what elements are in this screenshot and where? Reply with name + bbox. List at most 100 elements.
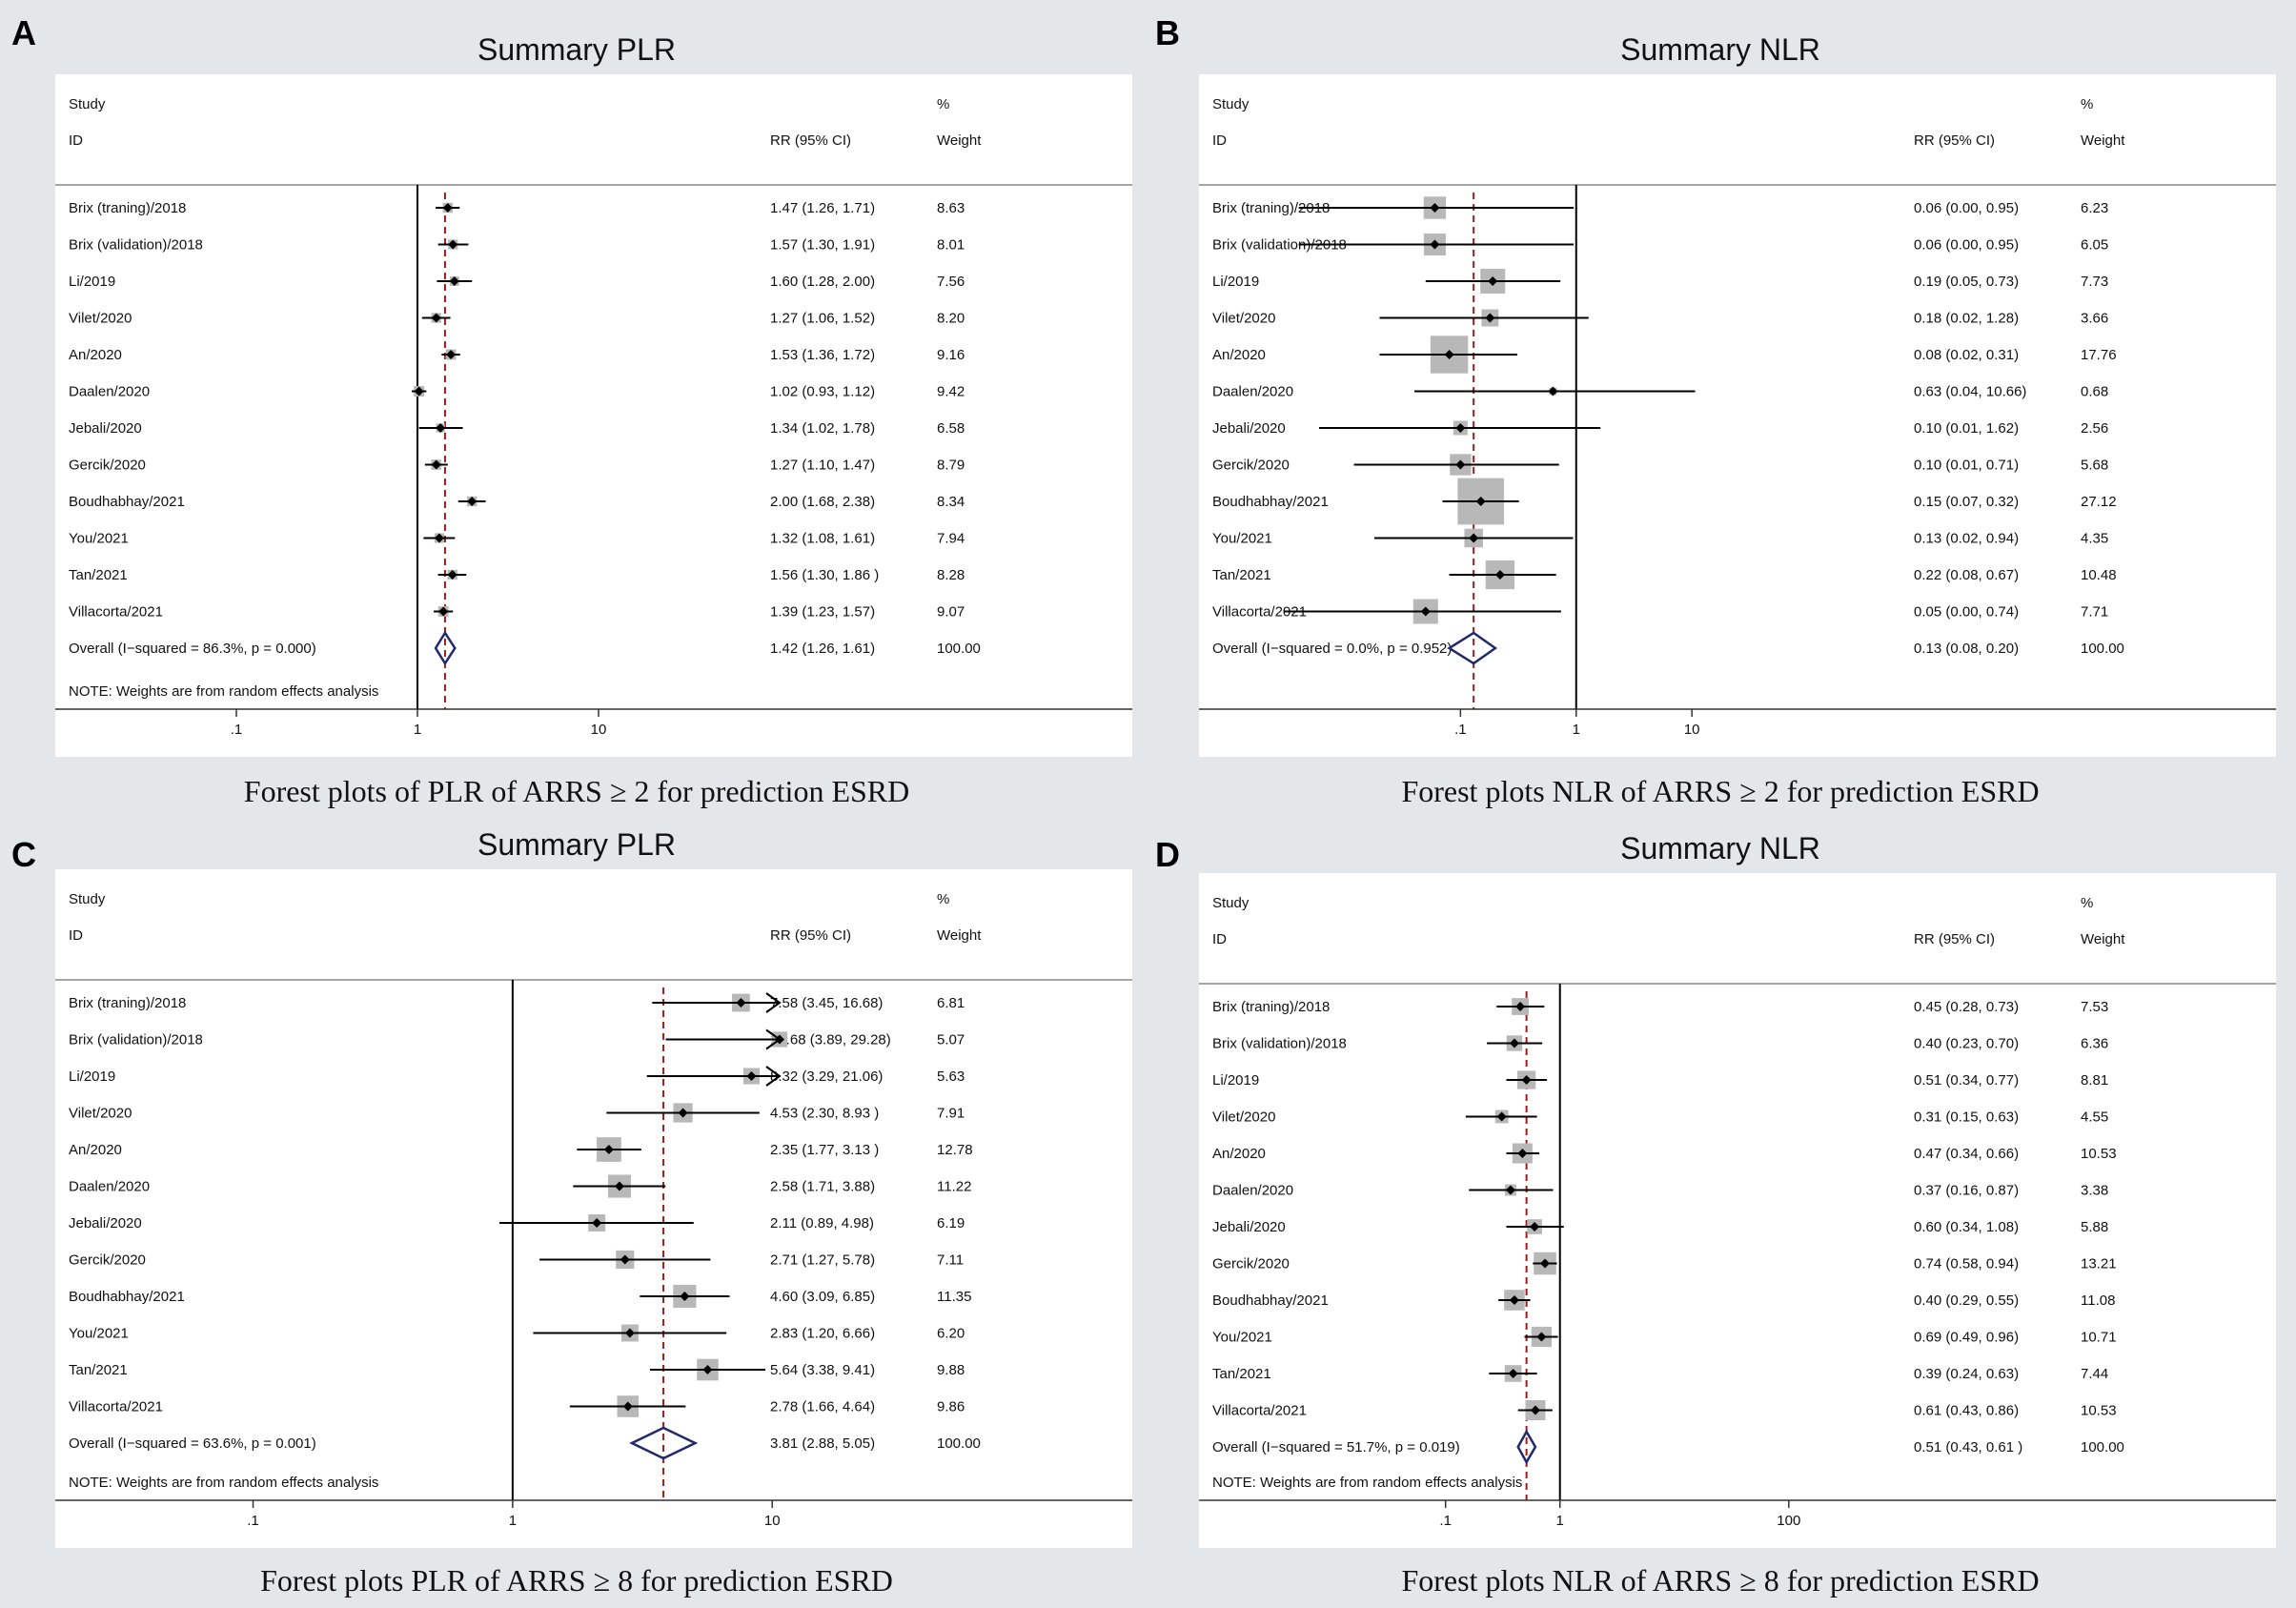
study-ci: 0.19 (0.05, 0.73)	[1914, 274, 2019, 290]
study-label: Boudhabhay/2021	[1212, 1293, 1329, 1309]
header-id: ID	[69, 132, 83, 149]
study-label: Vilet/2020	[1212, 1109, 1275, 1126]
header-id: ID	[69, 927, 83, 944]
point-estimate	[1475, 497, 1486, 506]
study-weight: 6.58	[937, 420, 965, 437]
point-estimate	[1455, 459, 1466, 470]
header-study: Study	[69, 96, 106, 112]
study-ci: 0.37 (0.16, 0.87)	[1914, 1183, 2019, 1199]
header-weight: Weight	[2081, 132, 2125, 149]
study-label: You/2021	[69, 1326, 129, 1342]
study-weight: 7.71	[2081, 604, 2108, 621]
study-ci: 0.18 (0.02, 1.28)	[1914, 311, 2019, 327]
point-estimate	[1515, 1002, 1526, 1011]
study-label: An/2020	[69, 347, 122, 363]
overall-weight: 100.00	[2081, 1439, 2124, 1455]
study-weight: 7.91	[937, 1106, 965, 1122]
study-label: Boudhabhay/2021	[69, 1289, 185, 1305]
study-label: Tan/2021	[1212, 567, 1271, 583]
plot-area	[55, 74, 1132, 757]
point-estimate	[1420, 606, 1431, 617]
point-estimate	[1548, 386, 1558, 397]
point-estimate	[436, 423, 446, 433]
weights-note: NOTE: Weights are from random effects an…	[69, 683, 378, 700]
study-weight: 3.66	[2081, 311, 2108, 327]
study-weight: 7.44	[2081, 1366, 2108, 1382]
study-weight: 5.68	[2081, 458, 2108, 474]
study-weight: 9.88	[937, 1362, 965, 1378]
point-estimate	[1509, 1038, 1519, 1048]
point-estimate	[680, 1292, 690, 1301]
study-weight: 4.55	[2081, 1109, 2108, 1126]
point-estimate	[1444, 350, 1454, 359]
point-estimate	[449, 276, 459, 286]
x-tick-label: .1	[231, 722, 243, 738]
study-ci: 1.27 (1.06, 1.52)	[770, 311, 875, 327]
point-estimate	[1455, 423, 1466, 433]
study-ci: 7.58 (3.45, 16.68)	[770, 995, 883, 1011]
point-estimate	[746, 1071, 757, 1081]
header-study: Study	[1212, 895, 1250, 911]
x-tick-label: 10	[591, 722, 607, 738]
study-ci: 0.47 (0.34, 0.66)	[1914, 1146, 2019, 1162]
study-ci: 1.34 (1.02, 1.78)	[770, 420, 875, 437]
point-estimate	[603, 1145, 614, 1154]
study-label: Brix (validation)/2018	[1212, 237, 1347, 254]
study-ci: 0.31 (0.15, 0.63)	[1914, 1109, 2019, 1126]
header-pct: %	[937, 96, 949, 112]
panel-title: Summary NLR	[1620, 831, 1820, 865]
panel-title: Summary PLR	[477, 32, 677, 67]
header-effect: RR (95% CI)	[1914, 132, 1995, 149]
study-label: Li/2019	[1212, 274, 1259, 290]
point-estimate	[1488, 276, 1498, 286]
study-weight: 8.20	[937, 311, 965, 327]
study-label: Gercik/2020	[1212, 1256, 1290, 1272]
header-pct: %	[2081, 895, 2093, 911]
study-label: Vilet/2020	[69, 1106, 132, 1122]
x-tick-label: .1	[1439, 1513, 1452, 1529]
study-ci: 0.06 (0.00, 0.95)	[1914, 237, 2019, 254]
x-tick-label: 1	[509, 1513, 517, 1529]
study-weight: 9.07	[937, 604, 965, 621]
x-tick-label: 10	[764, 1513, 781, 1529]
study-weight: 7.53	[2081, 999, 2108, 1015]
study-label: Brix (validation)/2018	[69, 237, 203, 254]
overall-diamond	[629, 1426, 699, 1460]
panel-title: Summary NLR	[1620, 32, 1820, 67]
point-estimate	[1540, 1258, 1551, 1269]
study-ci: 2.78 (1.66, 4.64)	[770, 1399, 875, 1415]
study-weight: 10.48	[2081, 567, 2117, 583]
study-ci: 5.64 (3.38, 9.41)	[770, 1362, 875, 1378]
overall-diamond	[1447, 631, 1498, 665]
point-estimate	[1505, 1185, 1515, 1195]
header-pct: %	[937, 891, 949, 907]
overall-weight: 100.00	[937, 641, 981, 657]
study-ci: 1.47 (1.26, 1.71)	[770, 200, 875, 216]
study-ci: 2.71 (1.27, 5.78)	[770, 1252, 875, 1269]
study-weight: 8.63	[937, 200, 965, 216]
study-weight: 8.28	[937, 567, 965, 583]
point-estimate	[448, 239, 458, 250]
study-weight: 8.79	[937, 458, 965, 474]
study-label: An/2020	[1212, 1146, 1266, 1162]
study-weight: 10.53	[2081, 1146, 2117, 1162]
study-weight: 5.63	[937, 1069, 965, 1085]
study-ci: 0.63 (0.04, 10.66)	[1914, 384, 2026, 400]
study-label: Vilet/2020	[1212, 311, 1275, 327]
point-estimate	[1430, 239, 1440, 250]
x-tick-label: 1	[1556, 1513, 1564, 1529]
point-estimate	[414, 386, 424, 397]
header-effect: RR (95% CI)	[1914, 931, 1995, 947]
study-weight: 10.71	[2081, 1330, 2117, 1346]
point-estimate	[1469, 533, 1479, 543]
study-weight: 11.35	[937, 1289, 971, 1305]
study-weight: 8.01	[937, 237, 965, 254]
study-ci: 4.60 (3.09, 6.85)	[770, 1289, 875, 1305]
point-estimate	[434, 533, 444, 543]
study-label: Brix (traning)/2018	[69, 200, 186, 216]
study-label: Li/2019	[69, 274, 115, 290]
study-ci: 0.40 (0.23, 0.70)	[1914, 1036, 2019, 1052]
plot-area	[1199, 873, 2276, 1548]
point-estimate	[624, 1328, 635, 1338]
point-estimate	[1530, 1222, 1540, 1231]
